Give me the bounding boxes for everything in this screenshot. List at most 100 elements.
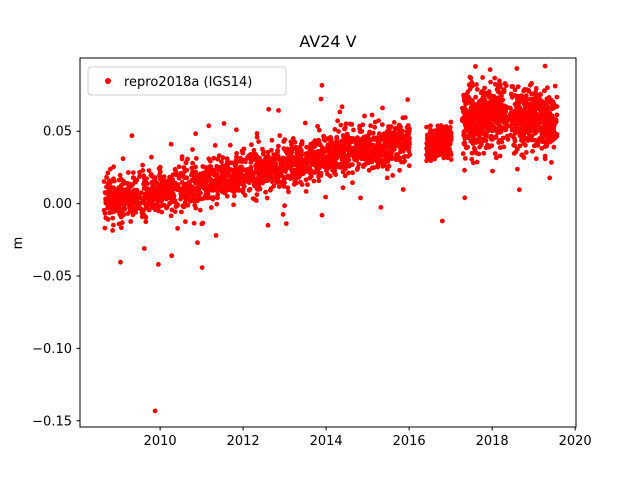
x-tick-label: 2018 (476, 434, 509, 449)
data-point (240, 150, 246, 156)
data-point (334, 135, 340, 141)
data-point (343, 121, 349, 127)
data-point (111, 222, 116, 228)
data-point (127, 190, 133, 196)
data-point (199, 265, 205, 270)
data-point (469, 108, 474, 114)
data-point (193, 164, 198, 170)
data-point (296, 165, 302, 171)
data-point (130, 170, 136, 176)
data-point (256, 175, 261, 180)
data-point (320, 151, 326, 157)
data-point (462, 156, 468, 161)
data-point (397, 145, 403, 150)
data-point (355, 165, 361, 171)
data-point (257, 167, 263, 173)
data-point (265, 222, 271, 228)
data-point (133, 192, 139, 198)
data-point (199, 221, 205, 227)
data-point (172, 209, 178, 215)
data-point (499, 139, 505, 145)
data-point (257, 186, 263, 192)
data-point (157, 197, 162, 202)
data-point (101, 207, 107, 213)
data-point (190, 192, 195, 197)
data-point (470, 160, 476, 166)
data-point (425, 148, 430, 154)
data-point (447, 124, 453, 130)
data-point (541, 114, 546, 120)
data-point (191, 220, 197, 226)
data-point (377, 150, 383, 156)
data-point (149, 180, 155, 186)
data-point (331, 156, 336, 162)
data-point (133, 179, 139, 185)
data-point (302, 169, 308, 175)
data-point (149, 154, 154, 160)
data-point (269, 137, 275, 143)
data-point (375, 163, 381, 168)
data-point (235, 187, 241, 192)
data-point (145, 186, 150, 192)
data-point (424, 124, 429, 130)
data-point (511, 126, 516, 132)
data-point (523, 109, 528, 115)
data-point (511, 109, 517, 115)
data-point (332, 170, 337, 176)
data-point (494, 87, 500, 92)
data-point (241, 146, 247, 152)
data-point (527, 103, 532, 109)
data-point (293, 159, 298, 164)
data-point (107, 187, 112, 193)
data-point (296, 151, 302, 157)
data-point (523, 150, 529, 155)
data-point (350, 170, 355, 176)
data-point (235, 174, 241, 180)
data-point (283, 148, 288, 154)
data-point (488, 79, 493, 85)
data-point (372, 135, 377, 141)
data-point (156, 262, 161, 267)
data-point (182, 200, 188, 205)
data-point (141, 181, 147, 187)
data-point (388, 140, 393, 146)
data-point (478, 90, 484, 96)
data-point (500, 112, 506, 117)
data-point (345, 154, 351, 160)
data-point (495, 95, 500, 101)
data-point (544, 105, 549, 111)
data-point (369, 158, 375, 163)
data-point (521, 155, 527, 160)
data-point (522, 122, 527, 127)
data-point (213, 181, 219, 186)
data-point (508, 132, 513, 138)
data-point (500, 135, 506, 141)
data-point (461, 129, 467, 134)
data-point (276, 156, 281, 162)
data-point (493, 155, 499, 161)
data-point (140, 168, 146, 173)
data-point (187, 187, 193, 192)
data-point (174, 172, 180, 178)
data-point (288, 161, 294, 166)
y-tick-label: −0.10 (32, 342, 72, 357)
data-point (169, 188, 175, 194)
data-point (166, 178, 172, 184)
data-point (234, 127, 239, 133)
data-point (150, 184, 155, 190)
data-point (522, 102, 528, 108)
data-point (356, 161, 362, 167)
x-tick-label: 2014 (310, 434, 343, 449)
data-point (348, 149, 354, 155)
data-point (225, 182, 231, 188)
data-point (434, 138, 440, 144)
data-point (351, 127, 356, 133)
data-point (532, 99, 538, 104)
data-point (552, 83, 558, 89)
data-point (406, 163, 412, 169)
data-point (190, 160, 196, 166)
data-point (148, 202, 154, 208)
data-point (118, 191, 123, 197)
data-point (481, 131, 486, 137)
data-point (377, 143, 382, 149)
